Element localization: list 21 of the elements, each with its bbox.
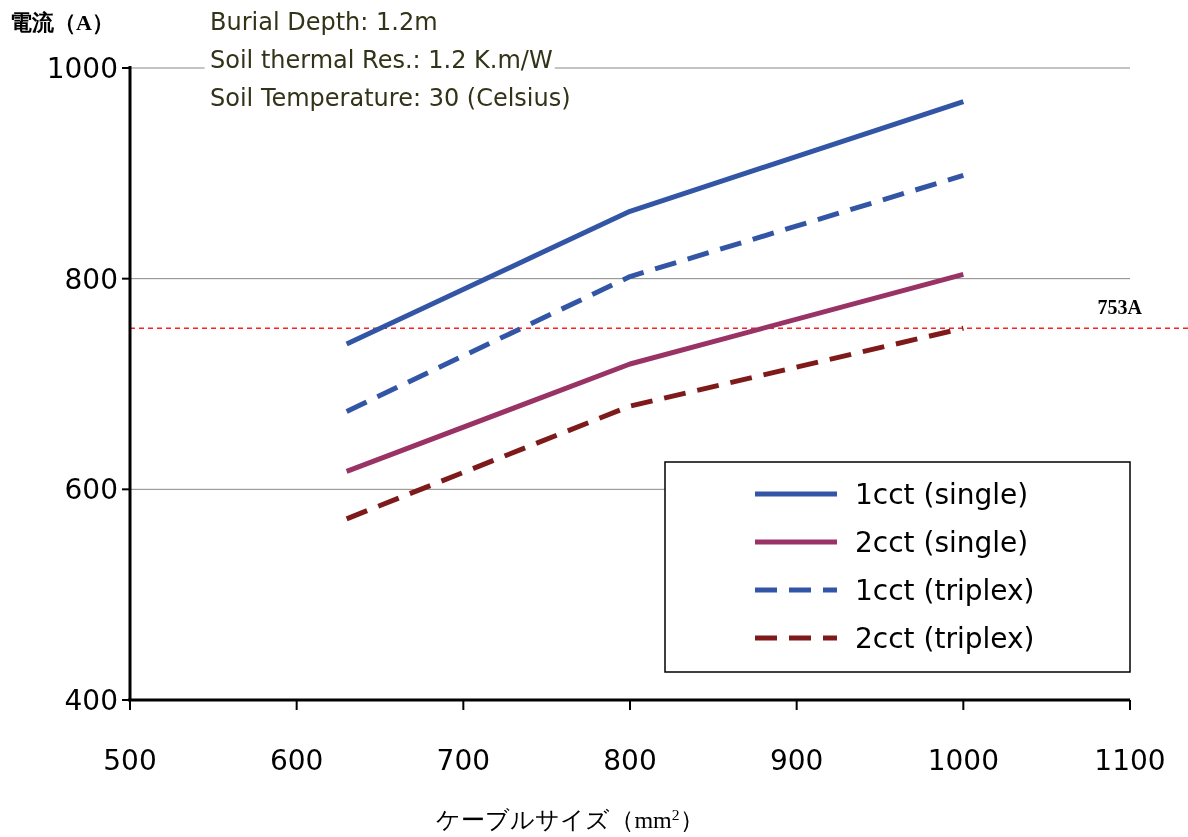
y-tick-label: 400 <box>64 684 118 717</box>
y-tick-label: 600 <box>64 473 118 507</box>
ref-line-label: 753A <box>1097 296 1143 319</box>
y-tick-label: 800 <box>64 262 118 296</box>
x-tick-label: 700 <box>436 744 491 777</box>
x-tick-label: 500 <box>103 744 157 777</box>
annotation: Soil thermal Res.: 1.2 K.m/W <box>210 46 553 74</box>
legend-label: 1cct (single) <box>855 478 1029 511</box>
legend-label: 1cct (triplex) <box>855 574 1035 607</box>
text: Burial Depth: 1.2m <box>210 8 438 36</box>
annotation: Soil Temperature: 30 (Celsius) <box>210 84 571 112</box>
x-tick-label: 1000 <box>927 744 999 777</box>
y-axis-title: 電流（A） <box>10 10 114 35</box>
legend-label: 2cct (triplex) <box>855 622 1035 655</box>
x-axis-title: ケーブルサイズ（mm$^{2}$） <box>436 805 704 833</box>
legend-label: 2cct (single) <box>855 526 1029 559</box>
y-tick-label: 1000 <box>46 52 118 85</box>
x-tick-label: 1100 <box>1094 744 1166 777</box>
x-tick-label: 900 <box>769 744 824 777</box>
x-tick-label: 800 <box>603 744 657 777</box>
x-tick-label: 600 <box>269 744 324 777</box>
